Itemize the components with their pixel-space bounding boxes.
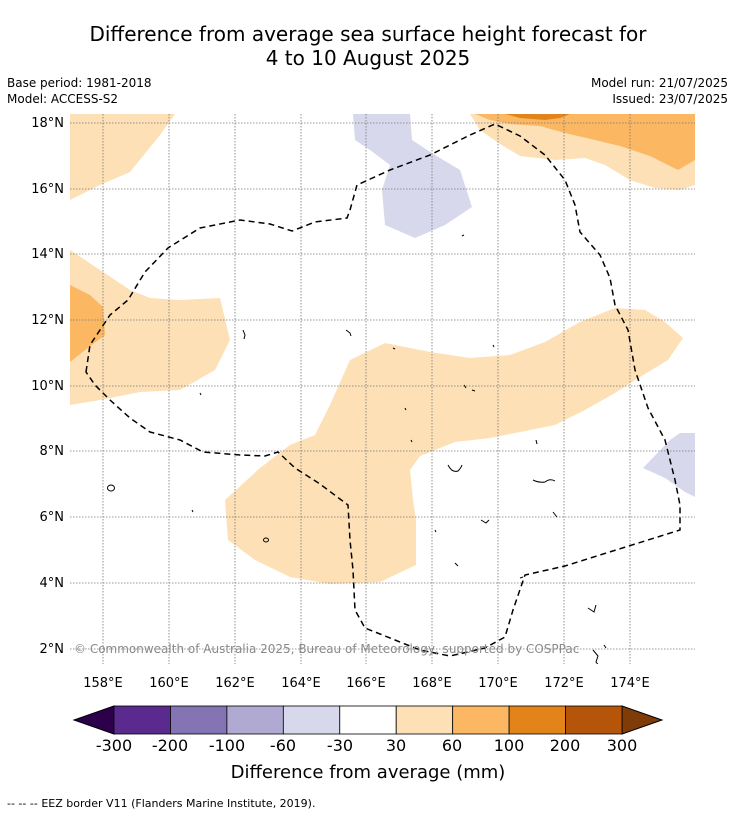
lat-tick-18n: 18°N [31, 116, 64, 131]
lon-tick-164e: 164°E [281, 676, 321, 691]
lon-tick-174e: 174°E [610, 676, 650, 691]
anomaly-region-30-60-central [225, 308, 683, 584]
lon-tick-170e: 170°E [478, 676, 518, 691]
lat-tick-2n: 2°N [40, 642, 65, 657]
colorbar-swatch [113, 705, 171, 735]
colorbar-under-arrow [72, 705, 115, 735]
title-line-2: 4 to 10 August 2025 [265, 46, 471, 70]
anomaly-region-100-200-northeast [505, 114, 570, 120]
colorbar-swatches [113, 705, 623, 735]
colorbar-label-neg60: -60 [270, 736, 296, 755]
colorbar-swatch [226, 705, 284, 735]
colorbar-swatch [565, 705, 623, 735]
lat-tick-12n: 12°N [31, 313, 64, 328]
anomaly-region-neg30-neg60-north [353, 114, 472, 238]
colorbar: -300 -200 -100 -60 -30 30 60 100 200 300… [72, 705, 664, 783]
colorbar-label-100: 100 [494, 736, 525, 755]
lat-tick-6n: 6°N [40, 510, 65, 525]
map-area [70, 114, 695, 664]
colorbar-swatch [170, 705, 228, 735]
anomaly-region-60-100-west [70, 285, 105, 362]
lon-tick-158e: 158°E [83, 676, 123, 691]
anomaly-region-30-60-west [70, 250, 230, 405]
eez-border [85, 123, 681, 657]
latitude-ticks: 18°N 16°N 14°N 12°N 10°N 8°N 6°N 4°N 2°N [31, 116, 64, 657]
colorbar-label-neg30: -30 [327, 736, 353, 755]
lat-tick-8n: 8°N [40, 444, 65, 459]
graticule [70, 114, 695, 664]
lat-tick-14n: 14°N [31, 247, 64, 262]
longitude-ticks: 158°E 160°E 162°E 164°E 166°E 168°E 170°… [83, 676, 650, 691]
colorbar-label-neg200: -200 [152, 736, 188, 755]
anomaly-region-30-60-northwest [70, 114, 175, 200]
lon-tick-172e: 172°E [544, 676, 584, 691]
lat-tick-10n: 10°N [31, 379, 64, 394]
meta-left: Base period: 1981-2018 Model: ACCESS-S2 [7, 75, 152, 107]
colorbar-swatch [339, 705, 397, 735]
eez-legend-text: EEZ border V11 (Flanders Marine Institut… [41, 797, 316, 810]
colorbar-label-30: 30 [386, 736, 406, 755]
colorbar-label-neg100: -100 [209, 736, 245, 755]
island-outlines [107, 234, 607, 664]
colorbar-labels: -300 -200 -100 -60 -30 30 60 100 200 300 [96, 736, 637, 755]
anomaly-region-neg30-neg60-east [643, 433, 695, 497]
colorbar-label-60: 60 [442, 736, 462, 755]
lat-tick-16n: 16°N [31, 182, 64, 197]
lon-tick-168e: 168°E [412, 676, 452, 691]
colorbar-label-neg300: -300 [96, 736, 132, 755]
copyright-notice: © Commonwealth of Australia 2025, Bureau… [74, 642, 579, 656]
title-line-1: Difference from average sea surface heig… [89, 22, 647, 46]
colorbar-label-200: 200 [550, 736, 581, 755]
eez-legend-symbol: -- -- -- [7, 797, 38, 810]
lat-tick-4n: 4°N [40, 576, 65, 591]
issued-date: Issued: 23/07/2025 [612, 92, 728, 106]
anomaly-region-60-100-northeast [475, 114, 695, 170]
colorbar-swatch [282, 705, 341, 735]
base-period: Base period: 1981-2018 [7, 76, 152, 90]
colorbar-swatch [508, 705, 566, 735]
colorbar-over-arrow [621, 705, 664, 735]
lon-tick-162e: 162°E [215, 676, 255, 691]
footer-legend: -- -- -- EEZ border V11 (Flanders Marine… [7, 797, 315, 810]
lon-tick-160e: 160°E [149, 676, 189, 691]
colorbar-title: Difference from average (mm) [231, 762, 506, 783]
lon-tick-166e: 166°E [346, 676, 386, 691]
meta-right: Model run: 21/07/2025 Issued: 23/07/2025 [591, 75, 728, 107]
colorbar-swatch [395, 705, 454, 735]
chart-title: Difference from average sea surface heig… [0, 22, 736, 70]
model-name: Model: ACCESS-S2 [7, 92, 119, 106]
colorbar-label-300: 300 [607, 736, 638, 755]
colorbar-swatch [452, 705, 510, 735]
model-run: Model run: 21/07/2025 [590, 76, 728, 90]
